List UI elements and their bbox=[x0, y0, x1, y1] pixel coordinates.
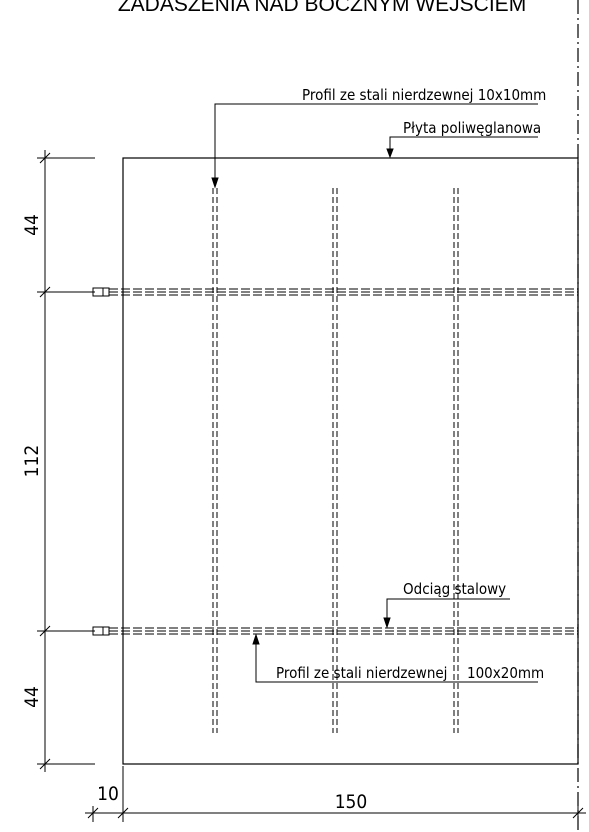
dimension-left-offset: 10 bbox=[97, 783, 119, 805]
polycarbonate-sheet-outline bbox=[122, 157, 579, 765]
dimension-bottom-segment: 44 bbox=[21, 686, 43, 708]
leader-steel-tie-rod bbox=[383, 598, 510, 629]
vertical-profile-2 bbox=[332, 188, 338, 733]
leader-steel-profile-100x20 bbox=[252, 633, 538, 683]
label-steel-tie-rod: Odciąg stalowy bbox=[403, 580, 506, 598]
vertical-dimension-line bbox=[37, 150, 95, 772]
vertical-profile-1 bbox=[212, 188, 218, 733]
horizontal-profile-lower bbox=[92, 626, 578, 636]
drawing-title: ZADASZENIA NAD BOCZNYM WEJŚCIEM bbox=[118, 0, 526, 16]
horizontal-profile-upper bbox=[92, 287, 578, 297]
horizontal-dimension-line bbox=[85, 766, 586, 822]
leader-polycarbonate-sheet bbox=[386, 136, 538, 159]
leader-steel-profile-10x10 bbox=[211, 103, 538, 189]
label-steel-profile-100x20-size: 100x20mm bbox=[467, 664, 544, 682]
label-steel-profile-100x20: Profil ze stali nierdzewnej bbox=[276, 664, 447, 682]
dimension-width: 150 bbox=[335, 791, 368, 813]
label-steel-profile-10x10: Profil ze stali nierdzewnej 10x10mm bbox=[302, 86, 546, 104]
vertical-profile-3 bbox=[453, 188, 459, 733]
dimension-middle-segment: 112 bbox=[21, 445, 43, 478]
dimension-top-segment: 44 bbox=[21, 214, 43, 236]
label-polycarbonate-sheet: Płyta poliwęglanowa bbox=[403, 119, 541, 137]
